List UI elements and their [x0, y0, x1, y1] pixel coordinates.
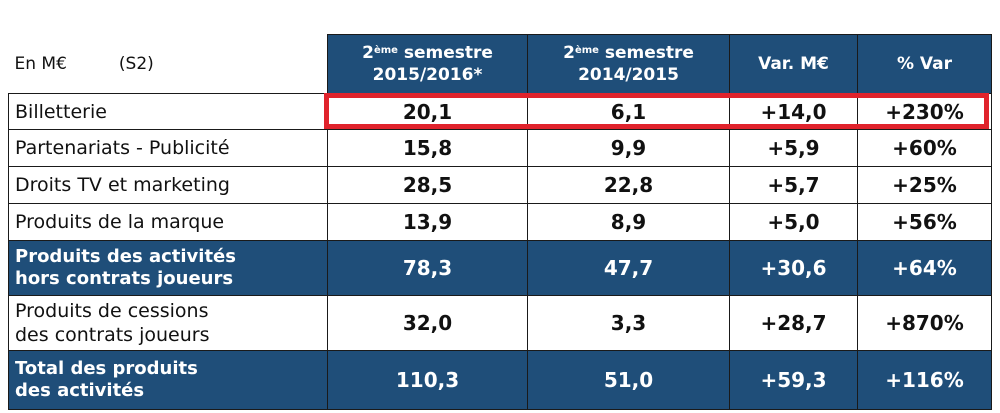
table-row-billetterie: Billetterie 20,1 6,1 +14,0 +230%: [8, 93, 992, 130]
row-label: Total des produits des activités: [8, 350, 328, 410]
value-cell: +870%: [857, 295, 992, 351]
value-cell: +59,3: [729, 350, 858, 410]
row-label: Partenariats - Publicité: [8, 129, 328, 167]
value-cell: +60%: [857, 129, 992, 167]
column-header-line1: semestre: [397, 43, 493, 63]
value-cell: 9,9: [527, 129, 730, 167]
value-cell: 13,9: [327, 203, 528, 241]
row-label: Produits de cessions des contrats joueur…: [8, 295, 328, 351]
subtotal-row-hors-contrats: Produits des activités hors contrats jou…: [8, 240, 992, 296]
value-cell: +116%: [857, 350, 992, 410]
value-cell: 22,8: [527, 166, 730, 204]
unit-label: En M€: [14, 53, 67, 74]
value-cell: +5,7: [729, 166, 858, 204]
table-row-droits-tv: Droits TV et marketing 28,5 22,8 +5,7 +2…: [8, 166, 992, 204]
value-cell: 110,3: [327, 350, 528, 410]
value-cell: 32,0: [327, 295, 528, 351]
table-row-produits-marque: Produits de la marque 13,9 8,9 +5,0 +56%: [8, 203, 992, 241]
value-cell: +25%: [857, 166, 992, 204]
value-cell: +5,0: [729, 203, 858, 241]
value-cell: +5,9: [729, 129, 858, 167]
row-label: Droits TV et marketing: [8, 166, 328, 204]
value-cell: 47,7: [527, 240, 730, 296]
row-label-line2: des contrats joueurs: [15, 324, 210, 346]
value-cell: +30,6: [729, 240, 858, 296]
row-label: Produits des activités hors contrats jou…: [8, 240, 328, 296]
row-label-line2: des activités: [15, 380, 145, 401]
value-cell: +56%: [857, 203, 992, 241]
value-cell: 20,1: [327, 93, 528, 130]
ordinal-number: 2: [362, 43, 374, 63]
row-label: Produits de la marque: [8, 203, 328, 241]
ordinal-number: 2: [563, 43, 575, 63]
row-label-line1: Produits des activités: [15, 246, 236, 267]
value-cell: 6,1: [527, 93, 730, 130]
value-cell: +28,7: [729, 295, 858, 351]
row-label-line2: hors contrats joueurs: [15, 268, 234, 289]
revenue-table: En M€ (S2) 2ème semestre 2015/2016* 2ème …: [8, 34, 992, 410]
ordinal-suffix: ème: [574, 45, 599, 56]
period-label: (S2): [118, 53, 154, 74]
table-row-partenariats: Partenariats - Publicité 15,8 9,9 +5,9 +…: [8, 129, 992, 167]
column-header-pct-var: % Var: [857, 34, 992, 94]
row-label-line1: Total des produits: [15, 358, 198, 379]
table-row-cessions: Produits de cessions des contrats joueur…: [8, 295, 992, 351]
value-cell: +14,0: [729, 93, 858, 130]
value-cell: 28,5: [327, 166, 528, 204]
column-header-s2-2014-2015: 2ème semestre 2014/2015: [527, 34, 730, 94]
value-cell: +64%: [857, 240, 992, 296]
unit-header-cell: En M€ (S2): [9, 35, 328, 94]
ordinal-suffix: ème: [373, 45, 398, 56]
value-cell: 78,3: [327, 240, 528, 296]
value-cell: 15,8: [327, 129, 528, 167]
row-label-line1: Produits de cessions: [15, 300, 209, 322]
column-header-line2: 2015/2016*: [372, 65, 483, 85]
column-header-line1: semestre: [598, 43, 694, 63]
total-row: Total des produits des activités 110,3 5…: [8, 350, 992, 410]
table-header-row: En M€ (S2) 2ème semestre 2015/2016* 2ème …: [9, 34, 992, 94]
row-label: Billetterie: [8, 93, 328, 130]
column-header-var-meur: Var. M€: [729, 34, 858, 94]
value-cell: 51,0: [527, 350, 730, 410]
column-header-line2: 2014/2015: [578, 65, 679, 85]
value-cell: 3,3: [527, 295, 730, 351]
value-cell: +230%: [857, 93, 992, 130]
value-cell: 8,9: [527, 203, 730, 241]
column-header-s2-2015-2016: 2ème semestre 2015/2016*: [327, 34, 528, 94]
